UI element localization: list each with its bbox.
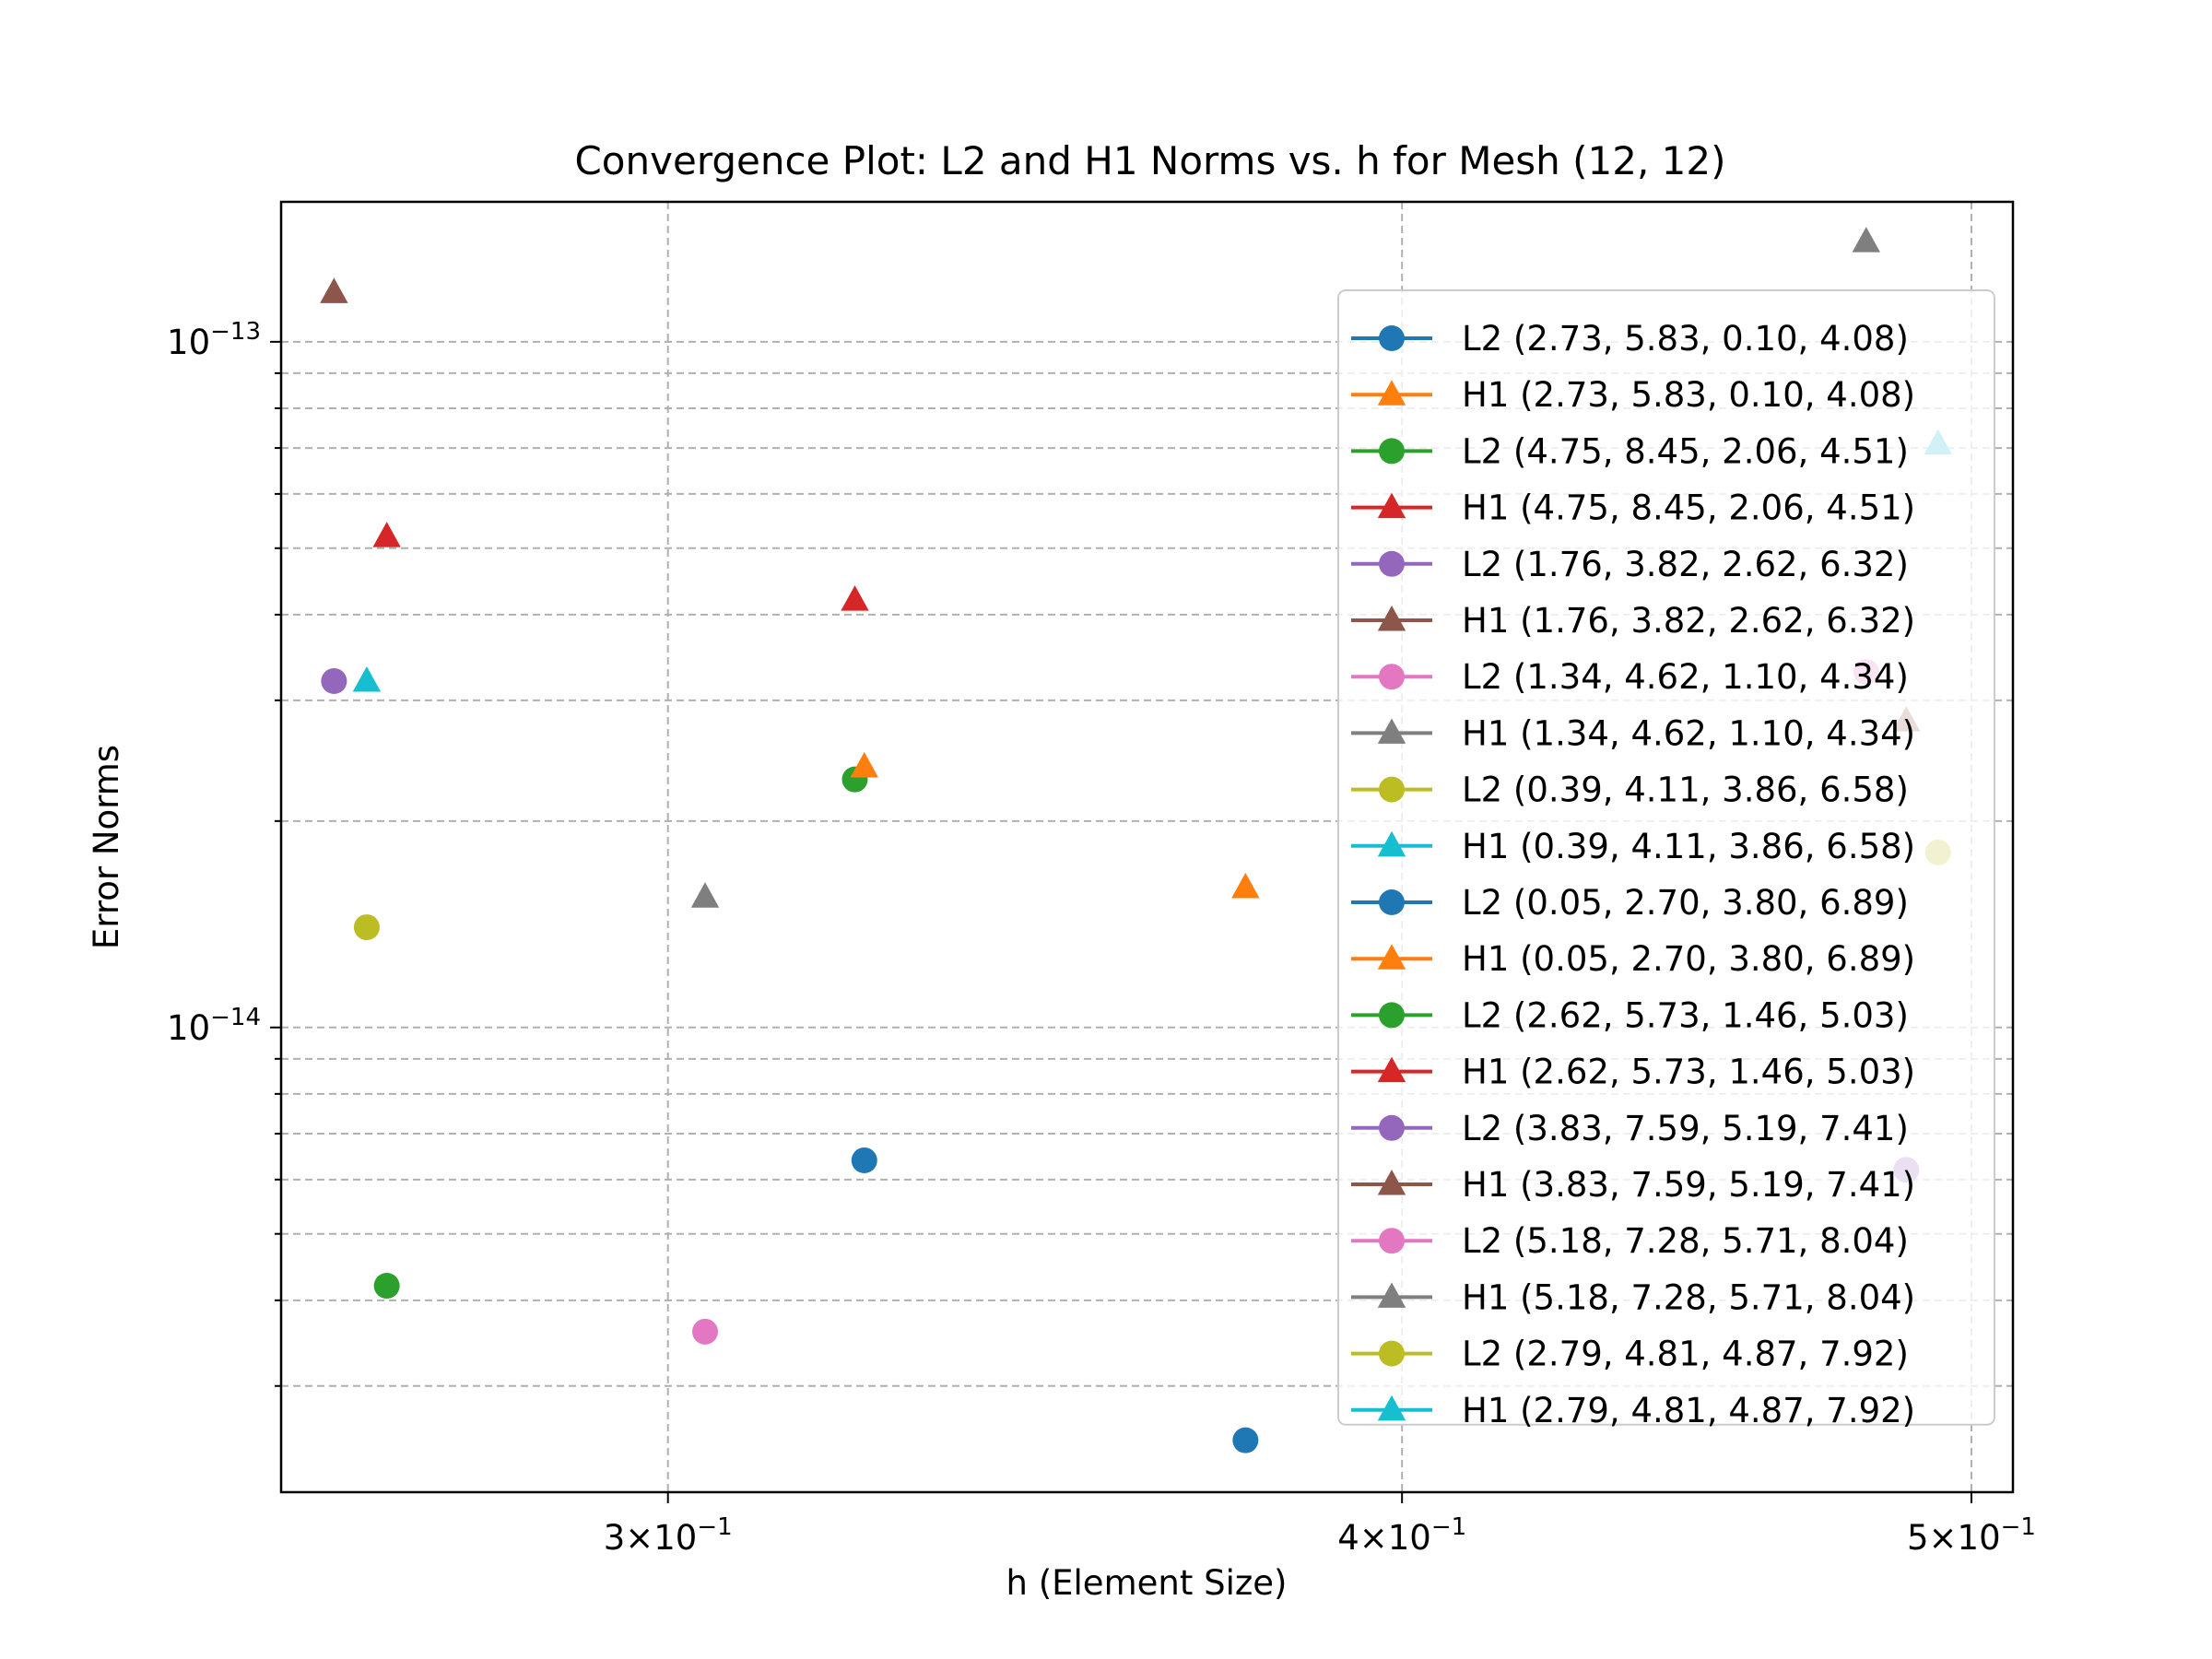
legend-item: L2 (2.62, 5.73, 1.46, 5.03) — [1351, 995, 1909, 1035]
legend-label: H1 (2.62, 5.73, 1.46, 5.03) — [1462, 1053, 1915, 1092]
legend-marker-circle — [1379, 550, 1405, 577]
legend-label: L2 (2.73, 5.83, 0.10, 4.08) — [1462, 319, 1909, 359]
legend-marker-triangle — [1377, 1056, 1406, 1083]
legend-label: H1 (5.18, 7.28, 5.71, 8.04) — [1462, 1277, 1915, 1317]
data-point-l2 — [1232, 1427, 1259, 1453]
data-point-l2 — [373, 1273, 400, 1300]
legend-marker-triangle — [1377, 1170, 1406, 1195]
legend-label: H1 (2.79, 4.81, 4.87, 7.92) — [1462, 1391, 1915, 1430]
legend-marker-circle — [1379, 889, 1405, 915]
y-tick-label: 10−13 — [167, 318, 261, 362]
legend-marker-triangle — [1377, 718, 1406, 744]
legend-marker-circle — [1379, 776, 1405, 803]
legend-marker-circle — [1379, 664, 1405, 690]
chart-title: Convergence Plot: L2 and H1 Norms vs. h … — [574, 138, 1725, 183]
legend-marker-triangle — [1377, 380, 1406, 406]
legend-label: H1 (1.34, 4.62, 1.10, 4.34) — [1462, 713, 1915, 753]
data-point-h1 — [352, 665, 382, 692]
legend-item: H1 (2.62, 5.73, 1.46, 5.03) — [1351, 1053, 1915, 1092]
legend-label: H1 (1.76, 3.82, 2.62, 6.32) — [1462, 601, 1915, 641]
legend-item: L2 (5.18, 7.28, 5.71, 8.04) — [1351, 1221, 1909, 1261]
legend-label: L2 (2.79, 4.81, 4.87, 7.92) — [1462, 1335, 1909, 1374]
legend-label: H1 (3.83, 7.59, 5.19, 7.41) — [1462, 1165, 1915, 1205]
x-tick-label: 4×10−1 — [1337, 1513, 1466, 1558]
data-point-h1 — [850, 751, 878, 778]
legend-marker-triangle — [1377, 492, 1406, 519]
legend-item: L2 (1.76, 3.82, 2.62, 6.32) — [1351, 545, 1909, 584]
legend-item: H1 (3.83, 7.59, 5.19, 7.41) — [1351, 1165, 1915, 1205]
legend-marker-triangle — [1377, 830, 1406, 857]
legend-item: L2 (2.73, 5.83, 0.10, 4.08) — [1351, 319, 1909, 359]
legend-label: L2 (3.83, 7.59, 5.19, 7.41) — [1462, 1109, 1909, 1148]
data-point-h1 — [841, 585, 869, 611]
legend-marker-circle — [1379, 1002, 1405, 1029]
data-point-h1 — [320, 277, 348, 303]
legend-item: H1 (1.76, 3.82, 2.62, 6.32) — [1351, 601, 1915, 641]
legend-marker-circle — [1379, 1340, 1405, 1367]
legend-label: H1 (4.75, 8.45, 2.06, 4.51) — [1462, 488, 1915, 528]
legend-marker-circle — [1379, 325, 1405, 351]
legend-item: L2 (0.05, 2.70, 3.80, 6.89) — [1351, 883, 1909, 923]
data-point-h1 — [1852, 227, 1880, 253]
legend-item: H1 (0.05, 2.70, 3.80, 6.89) — [1351, 939, 1915, 979]
data-point-h1 — [1231, 872, 1260, 899]
legend-item: L2 (0.39, 4.11, 3.86, 6.58) — [1351, 771, 1909, 810]
legend-label: H1 (2.73, 5.83, 0.10, 4.08) — [1462, 375, 1915, 415]
data-point-l2 — [851, 1147, 877, 1173]
legend-label: H1 (0.05, 2.70, 3.80, 6.89) — [1462, 939, 1915, 979]
legend-marker-triangle — [1377, 1394, 1406, 1421]
data-point-l2 — [353, 914, 380, 941]
legend: L2 (2.73, 5.83, 0.10, 4.08) H1 (2.73, 5.8… — [1337, 289, 1995, 1430]
legend-item: L2 (3.83, 7.59, 5.19, 7.41) — [1351, 1109, 1909, 1148]
legend-marker-triangle — [1377, 944, 1406, 970]
data-point-h1 — [372, 522, 401, 547]
legend-item: L2 (1.34, 4.62, 1.10, 4.34) — [1351, 657, 1909, 697]
data-point-l2 — [692, 1318, 719, 1345]
ticks-layer: 3×10−1 4×10−1 5×10−1 10−13 10−14 — [167, 318, 2036, 1558]
x-tick-label: 3×10−1 — [604, 1513, 733, 1558]
legend-box — [1337, 289, 1995, 1426]
legend-item: H1 (5.18, 7.28, 5.71, 8.04) — [1351, 1277, 1915, 1317]
x-tick-label: 5×10−1 — [1907, 1513, 2036, 1558]
y-axis-label: Error Norms — [87, 745, 126, 949]
legend-item: H1 (1.34, 4.62, 1.10, 4.34) — [1351, 713, 1915, 753]
x-axis-label: h (Element Size) — [1006, 1563, 1288, 1603]
legend-marker-circle — [1379, 1228, 1405, 1254]
legend-label: L2 (5.18, 7.28, 5.71, 8.04) — [1462, 1221, 1909, 1261]
legend-item: L2 (4.75, 8.45, 2.06, 4.51) — [1351, 431, 1909, 471]
legend-label: L2 (1.34, 4.62, 1.10, 4.34) — [1462, 657, 1909, 697]
y-tick-label: 10−14 — [167, 1004, 261, 1048]
legend-marker-triangle — [1377, 606, 1406, 631]
plot-frame — [279, 200, 2015, 1494]
legend-item: L2 (2.79, 4.81, 4.87, 7.92) — [1351, 1335, 1909, 1374]
legend-label: L2 (2.62, 5.73, 1.46, 5.03) — [1462, 995, 1909, 1035]
legend-marker-triangle — [1377, 1282, 1406, 1308]
legend-marker-circle — [1379, 1114, 1405, 1141]
data-point-h1 — [690, 882, 720, 908]
legend-label: L2 (4.75, 8.45, 2.06, 4.51) — [1462, 431, 1909, 471]
legend-label: L2 (0.39, 4.11, 3.86, 6.58) — [1462, 771, 1909, 810]
legend-item: H1 (0.39, 4.11, 3.86, 6.58) — [1351, 827, 1915, 866]
legend-label: L2 (1.76, 3.82, 2.62, 6.32) — [1462, 545, 1909, 584]
legend-marker-circle — [1379, 438, 1405, 465]
legend-item: H1 (4.75, 8.45, 2.06, 4.51) — [1351, 488, 1915, 528]
data-point-l2 — [321, 667, 347, 694]
legend-item: H1 (2.73, 5.83, 0.10, 4.08) — [1351, 375, 1915, 415]
legend-label: H1 (0.39, 4.11, 3.86, 6.58) — [1462, 827, 1915, 866]
legend-item: H1 (2.79, 4.81, 4.87, 7.92) — [1351, 1391, 1915, 1430]
legend-label: L2 (0.05, 2.70, 3.80, 6.89) — [1462, 883, 1909, 923]
